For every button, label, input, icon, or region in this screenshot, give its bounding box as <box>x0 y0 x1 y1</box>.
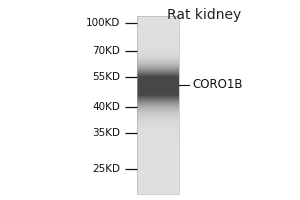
Text: 70KD: 70KD <box>92 46 120 56</box>
Text: 35KD: 35KD <box>92 128 120 138</box>
Text: 25KD: 25KD <box>92 164 120 174</box>
Text: 100KD: 100KD <box>85 18 120 28</box>
Text: CORO1B: CORO1B <box>192 78 242 92</box>
Text: Rat kidney: Rat kidney <box>167 8 241 22</box>
Text: 40KD: 40KD <box>92 102 120 112</box>
Text: 55KD: 55KD <box>92 72 120 82</box>
